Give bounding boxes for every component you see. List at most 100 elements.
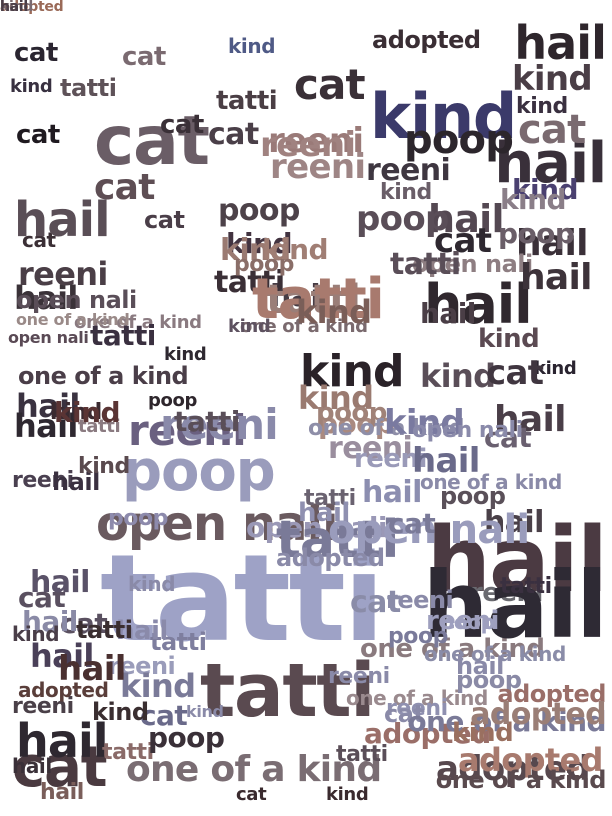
word-one-of-a-kind: one of a kind: [74, 312, 202, 333]
word-poop: poop: [316, 398, 387, 428]
word-poop: poop: [234, 252, 294, 277]
word-poop: poop: [356, 199, 449, 239]
word-adopted: adopted: [18, 678, 109, 702]
word-hail: hail: [14, 407, 78, 445]
word-poop: poop: [218, 193, 300, 228]
word-kind: kind: [478, 324, 540, 354]
word-reeni: reeni: [386, 696, 448, 721]
word-poop: poop: [108, 506, 168, 531]
word-one-of-a-kind: one of a kind: [308, 416, 465, 441]
word-cat: cat: [14, 38, 58, 68]
word-reeni: reeni: [328, 664, 390, 689]
word-cat: cat: [144, 206, 185, 234]
word-kind: kind: [226, 227, 293, 260]
word-kind: kind: [220, 233, 291, 268]
word-one-of-a-kind: one of a kind: [435, 766, 607, 794]
word-cat: cat: [140, 699, 188, 732]
word-cat: cat: [160, 110, 204, 140]
word-kind: kind: [54, 396, 121, 429]
word-poop: poop: [498, 217, 575, 250]
word-hail: hail: [420, 297, 476, 330]
word-reeni: reeni: [426, 606, 499, 636]
word-tatti: tatti: [102, 740, 154, 765]
word-kind: kind: [262, 233, 329, 266]
word-open-nali: open nali: [96, 496, 339, 552]
word-cat: cat: [384, 700, 425, 728]
word-reeni: reeni: [12, 468, 74, 493]
word-one-of-a-kind: one of a kind: [126, 749, 382, 790]
word-hail: hail: [456, 652, 504, 680]
word-hail: hail: [516, 223, 588, 264]
word-cat: cat: [484, 421, 532, 454]
word-kind: kind: [128, 572, 176, 596]
word-kind: kind: [452, 718, 514, 748]
word-poop: poop: [440, 482, 506, 510]
word-cat: cat: [12, 735, 108, 800]
word-reeni: reeni: [270, 147, 366, 187]
word-reeni: reeni: [128, 406, 247, 455]
word-reeni: reeni: [160, 400, 279, 449]
word-one-of-a-kind: one of a kind: [346, 686, 488, 710]
word-hail: hail: [520, 257, 592, 298]
word-tatti: tatti: [336, 742, 388, 767]
word-adopted: adopted: [458, 741, 603, 779]
word-adopted: adopted: [436, 749, 591, 789]
word-poop: poop: [148, 721, 225, 754]
word-adopted: adopted: [497, 680, 606, 708]
word-poop: poop: [148, 390, 198, 411]
word-hail: hail: [362, 475, 422, 510]
word-reeni: reeni: [354, 444, 427, 474]
word-adopted: adopted: [372, 26, 481, 54]
word-tatti: tatti: [174, 405, 240, 438]
word-cat: cat: [94, 167, 155, 208]
word-tatti: tatti: [500, 574, 552, 599]
word-cat: cat: [122, 42, 166, 72]
word-tatti: tatti: [216, 86, 278, 116]
word-cat: cat: [486, 353, 544, 393]
word-kind: kind: [228, 34, 276, 58]
word-tatti: tatti: [276, 510, 399, 570]
word-kind: kind: [12, 622, 60, 646]
word-kind: kind: [120, 667, 196, 705]
word-tatti: tatti: [150, 628, 207, 656]
word-hail: hail: [484, 505, 544, 540]
word-one-of-a-kind: one of a kind: [424, 642, 566, 666]
word-cat: cat: [518, 107, 586, 153]
word-kind: kind: [10, 76, 53, 97]
word-adopted: adopted: [470, 697, 606, 732]
word-kind: kind: [370, 80, 517, 153]
word-tatti: tatti: [60, 74, 117, 102]
word-tatti: tatti: [390, 247, 461, 282]
word-open-nali: open nali: [412, 250, 533, 278]
word-hail: hail: [0, 0, 28, 15]
word-hail: hail: [514, 16, 607, 70]
word-kind: kind: [186, 702, 224, 721]
word-kind: kind: [300, 346, 405, 397]
word-hail: hail: [22, 605, 78, 638]
word-cat: cat: [60, 607, 108, 640]
word-kind: kind: [78, 454, 130, 479]
word-poop: poop: [122, 439, 276, 504]
word-cat: cat: [434, 221, 492, 261]
word-reeni: reeni: [260, 125, 356, 165]
word-kind: kind: [534, 358, 577, 379]
word-tatti: tatti: [214, 265, 285, 300]
word-tatti: tatti: [90, 319, 156, 352]
word-open-nali: open nali: [246, 511, 387, 544]
word-hail: hail: [58, 649, 126, 689]
word-hail: hail: [30, 637, 94, 675]
word-open-nali: open nali: [16, 286, 137, 314]
word-hail: hail: [52, 468, 100, 496]
word-hail: hail: [412, 441, 480, 481]
word-poop: poop: [388, 624, 448, 649]
word-cat: cat: [388, 507, 436, 540]
word-tatti: tatti: [76, 616, 133, 644]
word-kind: kind: [50, 400, 102, 425]
word-hail: hail: [494, 399, 566, 440]
word-kind: kind: [164, 344, 207, 365]
word-open-nali: open nali: [412, 418, 523, 443]
word-cat: cat: [22, 228, 56, 252]
word-hail: hail: [494, 131, 607, 196]
word-reeni: reeni: [268, 121, 364, 161]
